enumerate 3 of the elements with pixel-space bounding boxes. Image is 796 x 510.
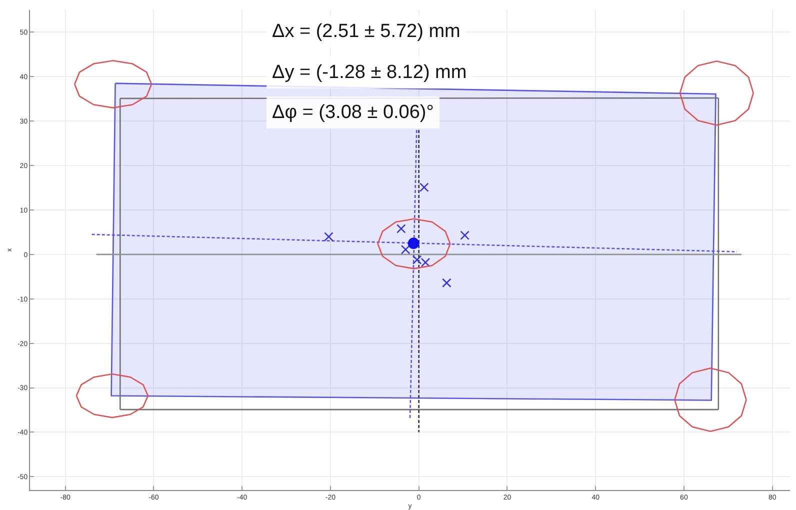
annotation: Δy = (-1.28 ± 8.12) mm (272, 62, 467, 83)
annotation: Δφ = (3.08 ± 0.06)° (272, 102, 434, 123)
annotation: Δx = (2.51 ± 5.72) mm (272, 21, 460, 42)
